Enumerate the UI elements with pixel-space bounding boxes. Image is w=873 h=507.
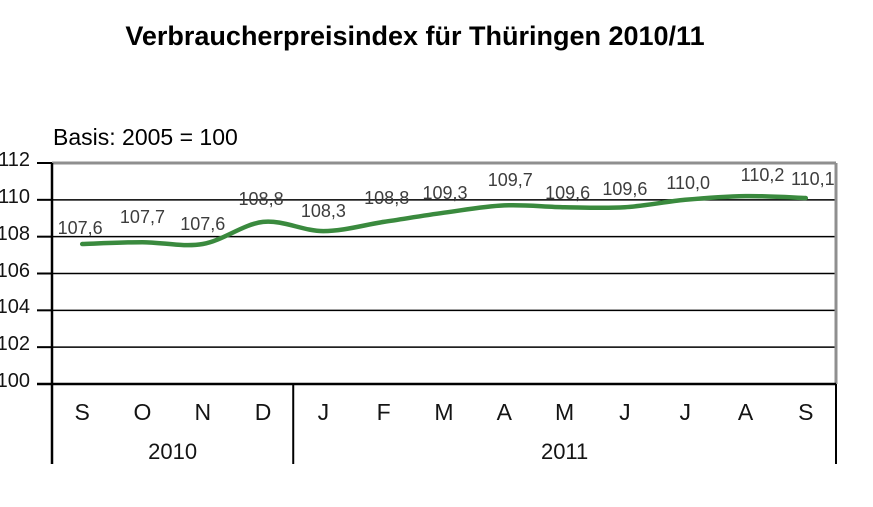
- x-axis-year-label: 2010: [148, 439, 198, 464]
- data-label: 109,6: [545, 183, 591, 204]
- y-axis-label: 106: [0, 259, 30, 282]
- x-axis-month-label: J: [317, 399, 330, 425]
- x-axis-month-label: N: [194, 399, 212, 425]
- data-label: 109,7: [487, 170, 533, 191]
- chart-subtitle: Basis: 2005 = 100: [53, 124, 238, 150]
- x-axis-month-label: O: [133, 399, 152, 425]
- data-label: 110,0: [666, 172, 711, 193]
- x-axis-month-label: M: [434, 399, 454, 425]
- data-label: 107,6: [57, 218, 103, 239]
- data-label: 107,7: [119, 207, 165, 228]
- data-label: 108,3: [300, 201, 346, 222]
- data-label: 107,6: [180, 214, 226, 235]
- x-axis-month-label: S: [74, 399, 90, 425]
- chart-title: Verbraucherpreisindex für Thüringen 2010…: [125, 21, 705, 51]
- data-label: 110,1: [790, 168, 835, 189]
- y-axis-label: 104: [0, 296, 30, 319]
- data-label: 110,2: [740, 165, 785, 186]
- x-axis-year-label: 2011: [540, 439, 589, 464]
- y-axis-label: 102: [0, 333, 30, 356]
- data-label: 108,8: [238, 188, 284, 209]
- y-axis-label: 112: [0, 149, 30, 171]
- y-axis-label: 110: [0, 185, 30, 208]
- x-axis-month-label: S: [798, 399, 814, 425]
- x-axis-month-label: F: [376, 399, 391, 425]
- x-axis-month-label: A: [496, 399, 512, 425]
- x-axis-month-label: A: [737, 399, 754, 425]
- data-label: 109,3: [422, 182, 468, 203]
- x-axis-month-label: D: [254, 399, 272, 425]
- x-axis-month-label: M: [555, 399, 575, 425]
- x-axis-month-label: J: [619, 399, 631, 425]
- index-line: [79, 193, 809, 248]
- data-label: 109,6: [602, 179, 648, 200]
- x-axis-month-label: J: [679, 399, 691, 425]
- y-axis-label: 108: [0, 222, 30, 245]
- y-axis-label: 100: [0, 370, 30, 392]
- data-label: 108,8: [364, 187, 410, 208]
